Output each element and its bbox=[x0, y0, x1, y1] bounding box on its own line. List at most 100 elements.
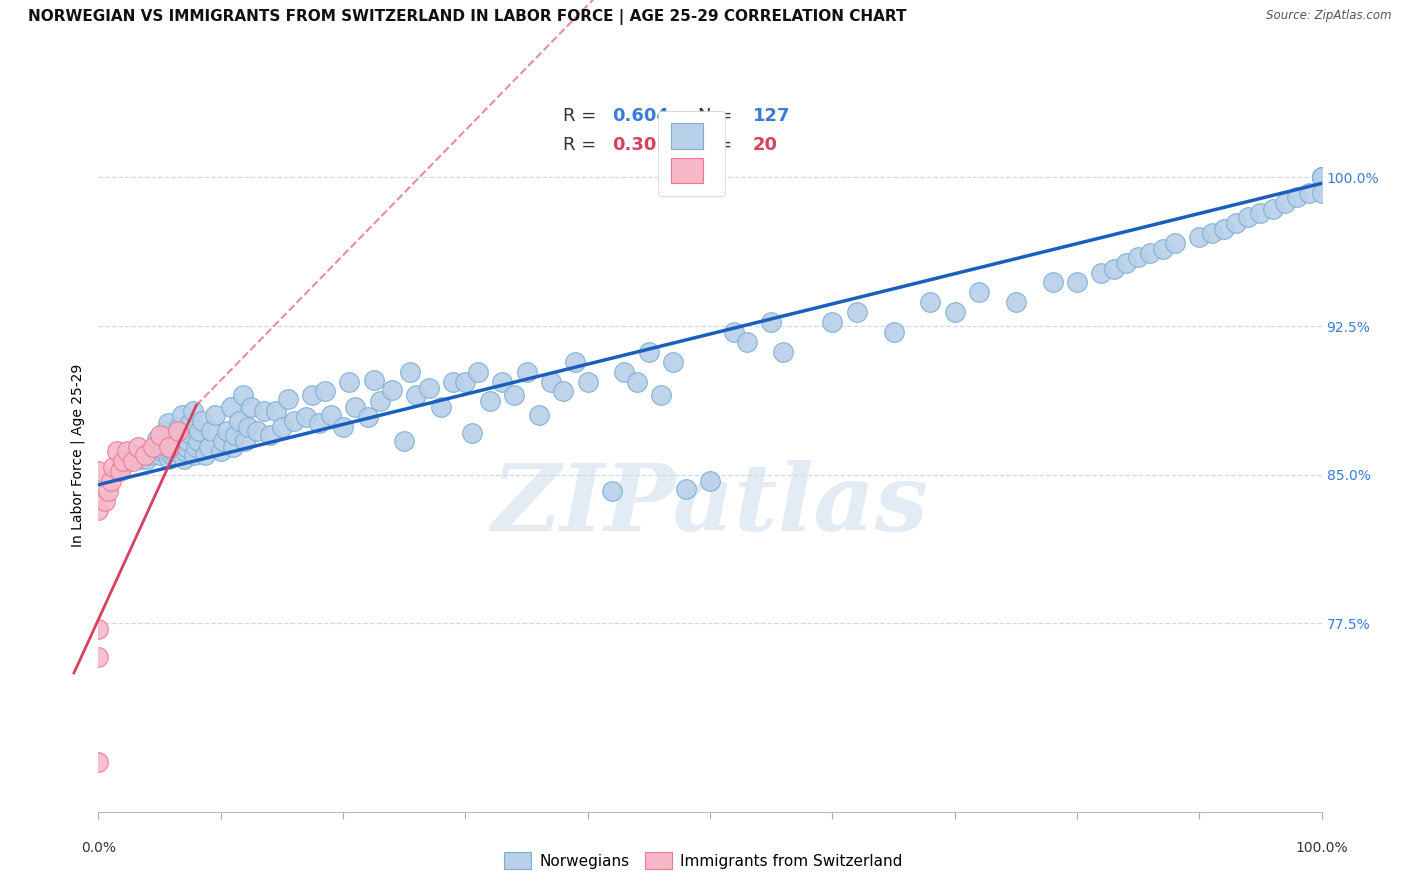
Point bbox=[136, 451, 159, 466]
Point bbox=[87, 464, 110, 478]
Point bbox=[170, 409, 193, 423]
Point bbox=[1115, 255, 1137, 269]
Point bbox=[246, 424, 269, 438]
Point bbox=[1004, 295, 1026, 310]
Point bbox=[564, 355, 586, 369]
Point bbox=[527, 409, 550, 423]
Point bbox=[176, 440, 198, 454]
Point bbox=[392, 434, 416, 448]
Point bbox=[399, 365, 422, 379]
Point bbox=[576, 375, 599, 389]
Point bbox=[1102, 261, 1125, 276]
Point bbox=[240, 401, 263, 415]
Point bbox=[142, 442, 165, 456]
Point bbox=[540, 375, 562, 389]
Point bbox=[222, 440, 245, 454]
Point bbox=[295, 410, 318, 425]
Point bbox=[215, 424, 238, 438]
Point bbox=[204, 409, 226, 423]
Point bbox=[212, 434, 235, 448]
Point bbox=[167, 424, 190, 438]
Point bbox=[967, 285, 990, 300]
Point bbox=[637, 344, 661, 359]
Point bbox=[105, 444, 128, 458]
Point bbox=[883, 325, 905, 339]
Point bbox=[87, 503, 110, 517]
Point bbox=[224, 428, 246, 442]
Point bbox=[613, 365, 636, 379]
Point bbox=[160, 448, 183, 462]
Point bbox=[129, 451, 152, 466]
Point bbox=[259, 428, 281, 442]
Text: N =: N = bbox=[697, 136, 733, 153]
Point bbox=[115, 444, 138, 458]
Point bbox=[124, 448, 146, 462]
Text: N =: N = bbox=[697, 107, 733, 125]
Point bbox=[209, 444, 232, 458]
Point bbox=[301, 388, 323, 402]
Point bbox=[219, 401, 242, 415]
Text: R =: R = bbox=[564, 107, 596, 125]
Point bbox=[134, 448, 156, 462]
Point bbox=[186, 434, 208, 448]
Point bbox=[264, 404, 287, 418]
Point bbox=[139, 448, 162, 462]
Text: ZIPatlas: ZIPatlas bbox=[492, 460, 928, 549]
Point bbox=[650, 388, 672, 402]
Text: NORWEGIAN VS IMMIGRANTS FROM SWITZERLAND IN LABOR FORCE | AGE 25-29 CORRELATION : NORWEGIAN VS IMMIGRANTS FROM SWITZERLAND… bbox=[28, 9, 907, 25]
Point bbox=[163, 438, 186, 452]
Point bbox=[381, 383, 404, 397]
Point bbox=[1274, 196, 1296, 211]
Point bbox=[1152, 242, 1174, 256]
Point bbox=[1066, 276, 1088, 290]
Point bbox=[186, 440, 208, 454]
Point bbox=[920, 295, 942, 310]
Point bbox=[149, 444, 172, 458]
Point bbox=[460, 426, 482, 441]
Point bbox=[454, 375, 477, 389]
Text: R =: R = bbox=[564, 136, 596, 153]
Legend: , : , bbox=[658, 111, 725, 196]
Point bbox=[149, 428, 172, 442]
Point bbox=[252, 404, 274, 418]
Point bbox=[101, 459, 124, 474]
Point bbox=[87, 623, 110, 637]
Text: 20: 20 bbox=[752, 136, 778, 153]
Point bbox=[1188, 230, 1211, 244]
Point bbox=[332, 420, 354, 434]
Point bbox=[1310, 170, 1333, 185]
Point bbox=[821, 315, 844, 329]
Point bbox=[491, 375, 513, 389]
Legend: Norwegians, Immigrants from Switzerland: Norwegians, Immigrants from Switzerland bbox=[498, 846, 908, 875]
Point bbox=[516, 365, 538, 379]
Point bbox=[1212, 222, 1234, 236]
Point bbox=[181, 404, 204, 418]
Point bbox=[1225, 216, 1247, 230]
Point bbox=[319, 409, 342, 423]
Point bbox=[233, 434, 256, 448]
Point bbox=[191, 414, 214, 428]
Point bbox=[675, 482, 697, 496]
Point bbox=[270, 420, 294, 434]
Point bbox=[100, 474, 122, 488]
Point bbox=[553, 384, 575, 399]
Point bbox=[149, 448, 172, 462]
Point bbox=[111, 454, 134, 468]
Point bbox=[1310, 170, 1333, 185]
Point bbox=[626, 375, 648, 389]
Point bbox=[1250, 206, 1272, 220]
Point bbox=[127, 440, 149, 454]
Point bbox=[177, 426, 200, 441]
Point bbox=[155, 424, 177, 438]
Point bbox=[1164, 235, 1187, 250]
Point bbox=[157, 416, 180, 430]
Point bbox=[845, 305, 868, 319]
Point bbox=[157, 451, 180, 466]
Text: 0.604: 0.604 bbox=[612, 107, 669, 125]
Text: 127: 127 bbox=[752, 107, 790, 125]
Point bbox=[1090, 266, 1112, 280]
Point bbox=[183, 448, 205, 462]
Point bbox=[1237, 210, 1260, 224]
Point bbox=[167, 420, 190, 434]
Point bbox=[93, 493, 115, 508]
